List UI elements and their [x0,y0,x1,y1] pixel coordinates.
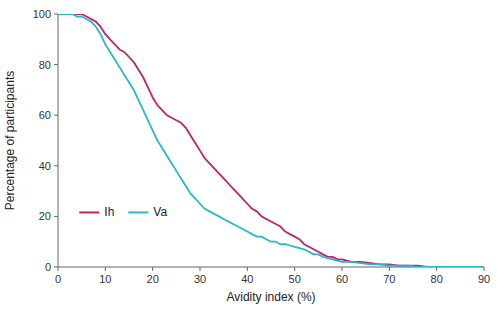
line-series [58,14,484,267]
y-axis-label: Percentage of participants [3,71,17,210]
legend: Ih Va [79,205,167,219]
y-tick [54,14,58,15]
y-tick [54,64,58,65]
legend-label: Ih [104,205,114,219]
legend-swatch [128,211,148,213]
x-tick-label: 20 [147,273,159,285]
x-tick [484,267,485,271]
x-tick-label: 0 [55,273,61,285]
y-tick [54,267,58,268]
y-tick [54,115,58,116]
plot-area [58,14,484,267]
y-tick-label: 0 [45,261,51,273]
x-tick-label: 50 [289,273,301,285]
x-tick-label: 90 [478,273,490,285]
x-tick [152,267,153,271]
y-tick-label: 60 [39,109,51,121]
x-tick [436,267,437,271]
x-tick [105,267,106,271]
x-tick-label: 40 [241,273,253,285]
line-series [58,14,484,267]
y-tick [54,216,58,217]
y-axis-line [58,14,59,267]
x-tick-label: 70 [383,273,395,285]
x-tick-label: 60 [336,273,348,285]
x-tick-label: 10 [99,273,111,285]
legend-label: Va [153,205,167,219]
y-tick-label: 40 [39,160,51,172]
x-tick [58,267,59,271]
x-tick [294,267,295,271]
x-tick [389,267,390,271]
legend-swatch [79,211,99,213]
x-tick-label: 80 [431,273,443,285]
x-tick [200,267,201,271]
x-axis-label: Avidity index (%) [226,290,315,304]
y-tick-label: 20 [39,210,51,222]
x-tick-label: 30 [194,273,206,285]
x-tick [342,267,343,271]
y-tick-label: 100 [33,8,51,20]
y-tick-label: 80 [39,59,51,71]
y-tick [54,165,58,166]
x-tick [247,267,248,271]
chart: 0 10 20 30 40 50 60 70 80 90 0 20 40 60 80 100 Avidity i… [0,0,500,309]
